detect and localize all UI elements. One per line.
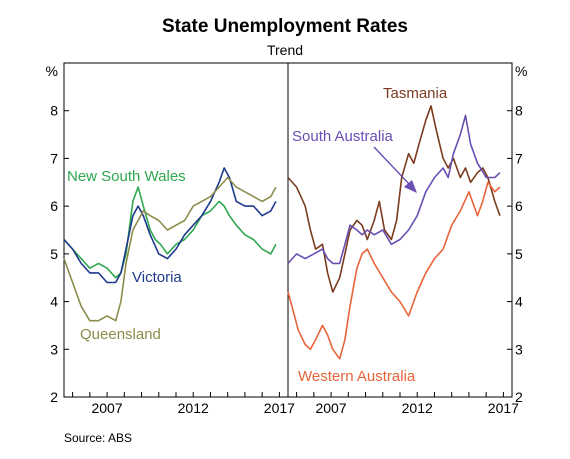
series-label-victoria: Victoria [132,269,182,286]
x-tick-label-right: 2017 [488,400,519,416]
south-australia-arrowhead [404,180,417,193]
series-line-western-australia [287,181,501,360]
series-label-western-australia: Western Australia [298,368,416,385]
series-line-queensland [63,176,277,322]
y-tick-label-left: 7 [50,150,58,166]
x-tick-label-right: 2007 [315,400,346,416]
series-line-new-south-wales [63,186,277,279]
y-tick-label-left: 8 [50,103,58,119]
y-tick-label-right: 5 [515,246,523,262]
y-tick-label-right: 2 [515,389,523,405]
y-tick-label-right: 6 [515,198,523,214]
series-line-victoria [63,167,277,284]
y-tick-label-right: 7 [515,150,523,166]
y-tick-label-left: 4 [50,294,58,310]
y-tick-label-left: 3 [50,341,58,357]
south-australia-arrow [373,146,412,187]
y-tick-label-left: 5 [50,246,58,262]
y-tick-label-left: 6 [50,198,58,214]
left-y-unit: % [46,63,58,79]
series-label-south-australia: South Australia [292,128,394,145]
x-tick-label-left: 2012 [178,400,209,416]
y-tick-label-right: 4 [515,294,523,310]
source-note: Source: ABS [64,431,132,445]
series-label-new-south-wales: New South Wales [67,168,186,185]
y-tick-label-right: 3 [515,341,523,357]
y-tick-label-right: 8 [515,103,523,119]
x-tick-label-left: 2007 [91,400,122,416]
y-tick-label-left: 2 [50,389,58,405]
x-tick-label-right: 2012 [402,400,433,416]
series-line-south-australia [287,114,501,265]
right-y-unit: % [515,63,527,79]
series-line-tasmania [287,105,501,293]
series-label-queensland: Queensland [80,326,161,343]
series-label-tasmania: Tasmania [383,85,448,102]
chart-subtitle: Trend [267,42,303,58]
x-tick-label-left: 2017 [264,400,295,416]
chart-title: State Unemployment Rates [162,16,408,37]
